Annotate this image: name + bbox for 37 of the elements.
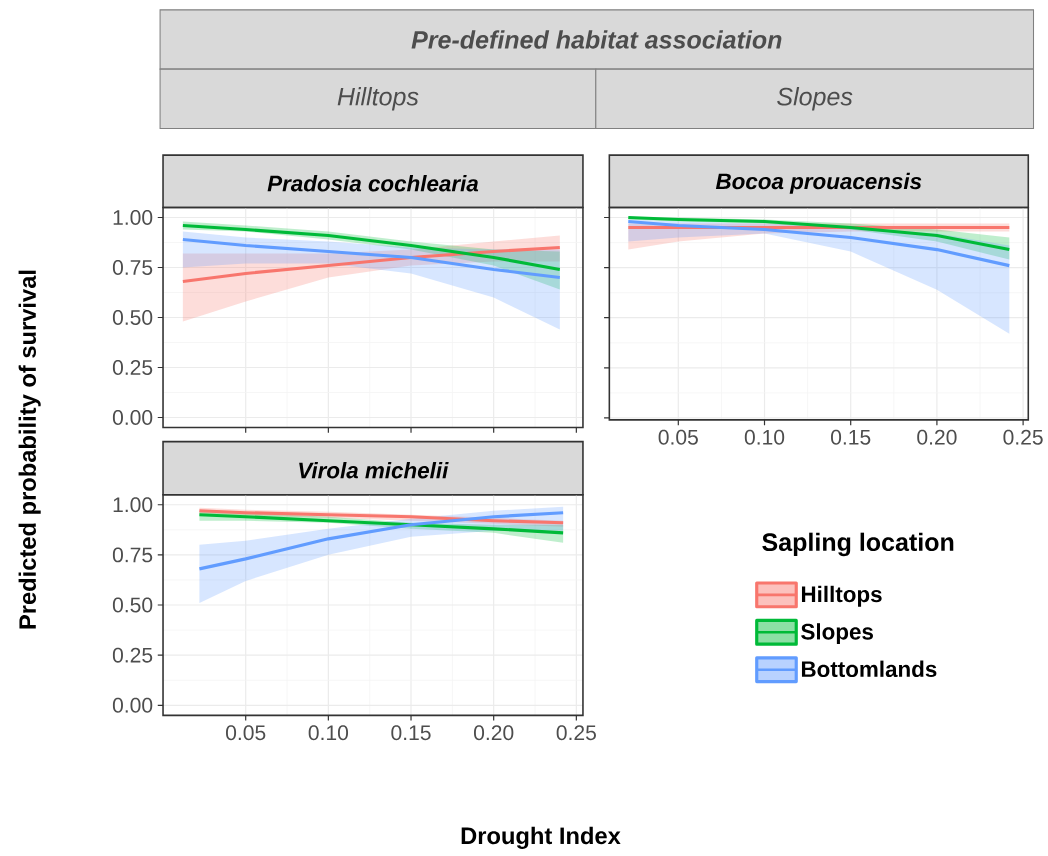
x-tick-label: 0.25 [1003,430,1043,445]
y-tick-label: 0.00 [112,698,153,713]
y-tick-label: 0.25 [112,360,153,376]
line-series [181,238,562,280]
chart-title: Bocoa prouacensis [715,173,922,194]
legend-title: Sapling location [762,532,954,557]
line-series [197,511,565,571]
y-axis-title: Predicted probability of survival [18,270,41,629]
x-tick-label: 0.05 [658,430,698,445]
x-tick-label: 0.15 [831,430,871,445]
text: Slopes [777,87,853,111]
line-series [181,224,562,272]
y-tick-label: 0.75 [112,260,153,276]
text: Pre-defined habitat association [411,30,782,49]
x-axis-title: Drought Index [461,826,621,850]
text: Hilltops [337,87,419,111]
x-tick-label: 0.10 [308,725,349,741]
legend-label: Hilltops [801,585,882,607]
chart-title: Virola michelii [299,462,449,479]
y-tick-label: 1.00 [113,210,153,226]
x-tick-label: 0.15 [391,725,431,741]
legend-label: Bottomlands [801,660,937,678]
y-tick-label: 0.50 [112,597,153,613]
line-series [181,246,562,284]
x-tick-label: 0.20 [474,725,514,741]
y-tick-label: 1.00 [113,497,153,513]
y-tick-label: 0.75 [112,547,153,563]
x-tick-label: 0.05 [226,725,266,741]
y-tick-label: 0.50 [112,310,153,326]
y-tick-label: 0.25 [112,647,153,663]
x-tick-label: 0.20 [917,430,957,445]
line-series [197,513,565,535]
y-tick-label: 0.00 [112,410,153,426]
chart-title: Pradosia cochlearia [267,175,479,192]
x-tick-label: 0.25 [556,725,596,741]
legend-label: Slopes [801,623,873,645]
x-tick-label: 0.10 [744,430,785,445]
